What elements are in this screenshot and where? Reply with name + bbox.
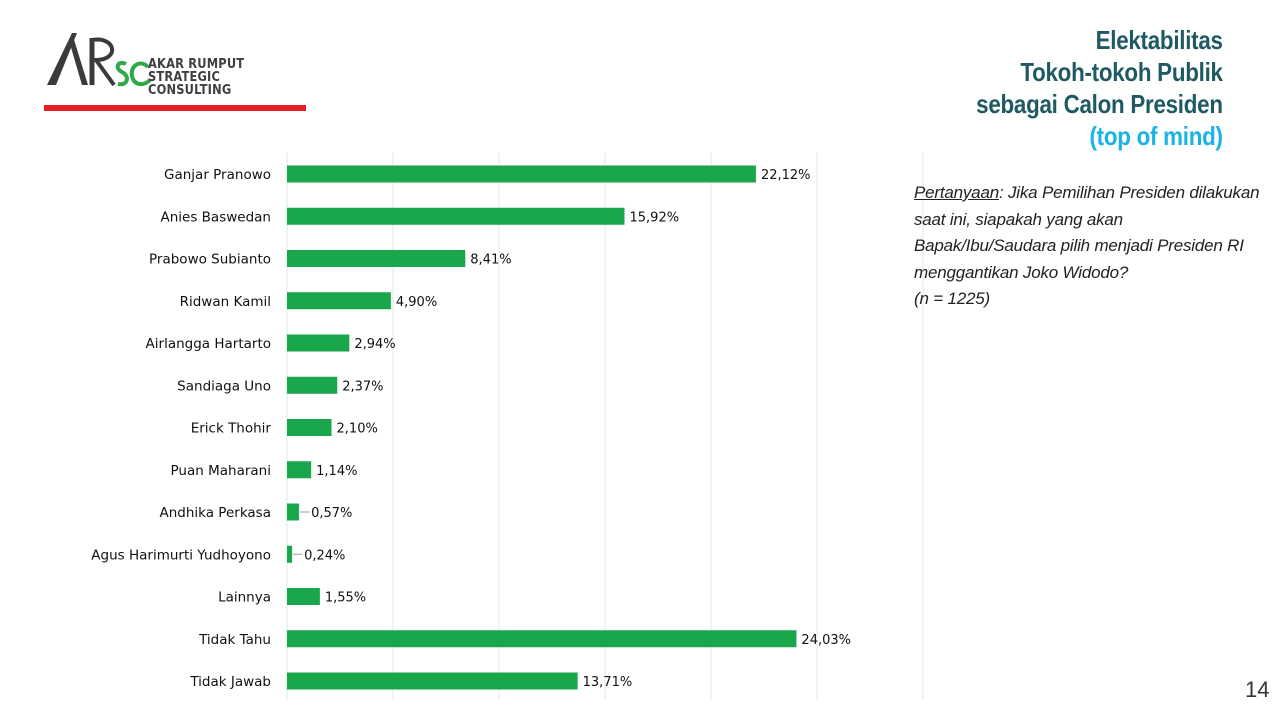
category-label: Agus Harimurti Yudhoyono	[91, 547, 271, 563]
value-label: 2,37%	[342, 379, 383, 394]
value-label: 22,12%	[761, 168, 811, 183]
logo-name-line1: AKAR RUMPUT	[148, 57, 245, 72]
value-label: 15,92%	[630, 210, 680, 225]
category-label: Erick Thohir	[191, 421, 272, 437]
category-label: Tidak Jawab	[189, 674, 271, 690]
bar	[287, 672, 578, 690]
title-line-1: Elektabilitas	[1095, 25, 1223, 55]
question-text: : Jika Pemilihan Presiden dilakukan saat…	[914, 183, 1260, 282]
value-label: 4,90%	[396, 295, 437, 310]
value-label: 8,41%	[470, 253, 511, 268]
value-label: 0,57%	[311, 506, 352, 521]
value-label: 24,03%	[801, 633, 851, 648]
survey-question: Pertanyaan: Jika Pemilihan Presiden dila…	[914, 180, 1264, 313]
bar	[287, 461, 312, 479]
bar	[287, 207, 625, 225]
bar	[287, 545, 293, 563]
page-number: 14	[1245, 677, 1270, 702]
bar	[287, 376, 338, 394]
title-line-4: (top of mind)	[1089, 121, 1224, 151]
question-label: Pertanyaan	[914, 183, 999, 202]
logo-company-name: AKAR RUMPUT STRATEGIC CONSULTING	[148, 58, 287, 97]
category-label: Puan Maharani	[171, 463, 271, 479]
category-label: Anies Baswedan	[161, 209, 272, 225]
value-label: 1,14%	[316, 464, 357, 479]
bar	[287, 630, 797, 648]
logo-red-rule	[44, 105, 306, 111]
value-label: 2,94%	[354, 337, 395, 352]
bar	[287, 334, 350, 352]
category-label: Sandiaga Uno	[177, 378, 271, 394]
bar	[287, 503, 300, 521]
category-label: Tidak Tahu	[198, 632, 271, 648]
bar	[287, 292, 391, 310]
logo-name-line2: STRATEGIC CONSULTING	[148, 70, 232, 98]
value-label: 13,71%	[583, 675, 633, 690]
slide-title: Elektabilitas Tokoh-tokoh Publik sebagai…	[976, 24, 1223, 152]
bar	[287, 588, 320, 605]
company-logo: AKAR RUMPUT STRATEGIC CONSULTING	[44, 30, 306, 112]
title-line-3: sebagai Calon Presiden	[976, 89, 1223, 119]
value-label: 0,24%	[304, 548, 345, 563]
category-label: Airlangga Hartarto	[146, 336, 271, 352]
category-label: Ridwan Kamil	[180, 294, 271, 310]
category-label: Andhika Perkasa	[160, 505, 272, 521]
value-label: 1,55%	[325, 591, 366, 606]
title-line-2: Tokoh-tokoh Publik	[1020, 57, 1224, 87]
question-sample-size: (n = 1225)	[914, 289, 990, 308]
arsc-logo-mark	[47, 33, 152, 87]
category-label: Lainnya	[218, 590, 271, 606]
value-label: 2,10%	[337, 422, 378, 437]
bar	[287, 419, 332, 436]
bar	[287, 250, 466, 267]
category-label: Ganjar Pranowo	[164, 167, 271, 183]
bar	[287, 165, 756, 183]
category-label: Prabowo Subianto	[149, 252, 271, 268]
